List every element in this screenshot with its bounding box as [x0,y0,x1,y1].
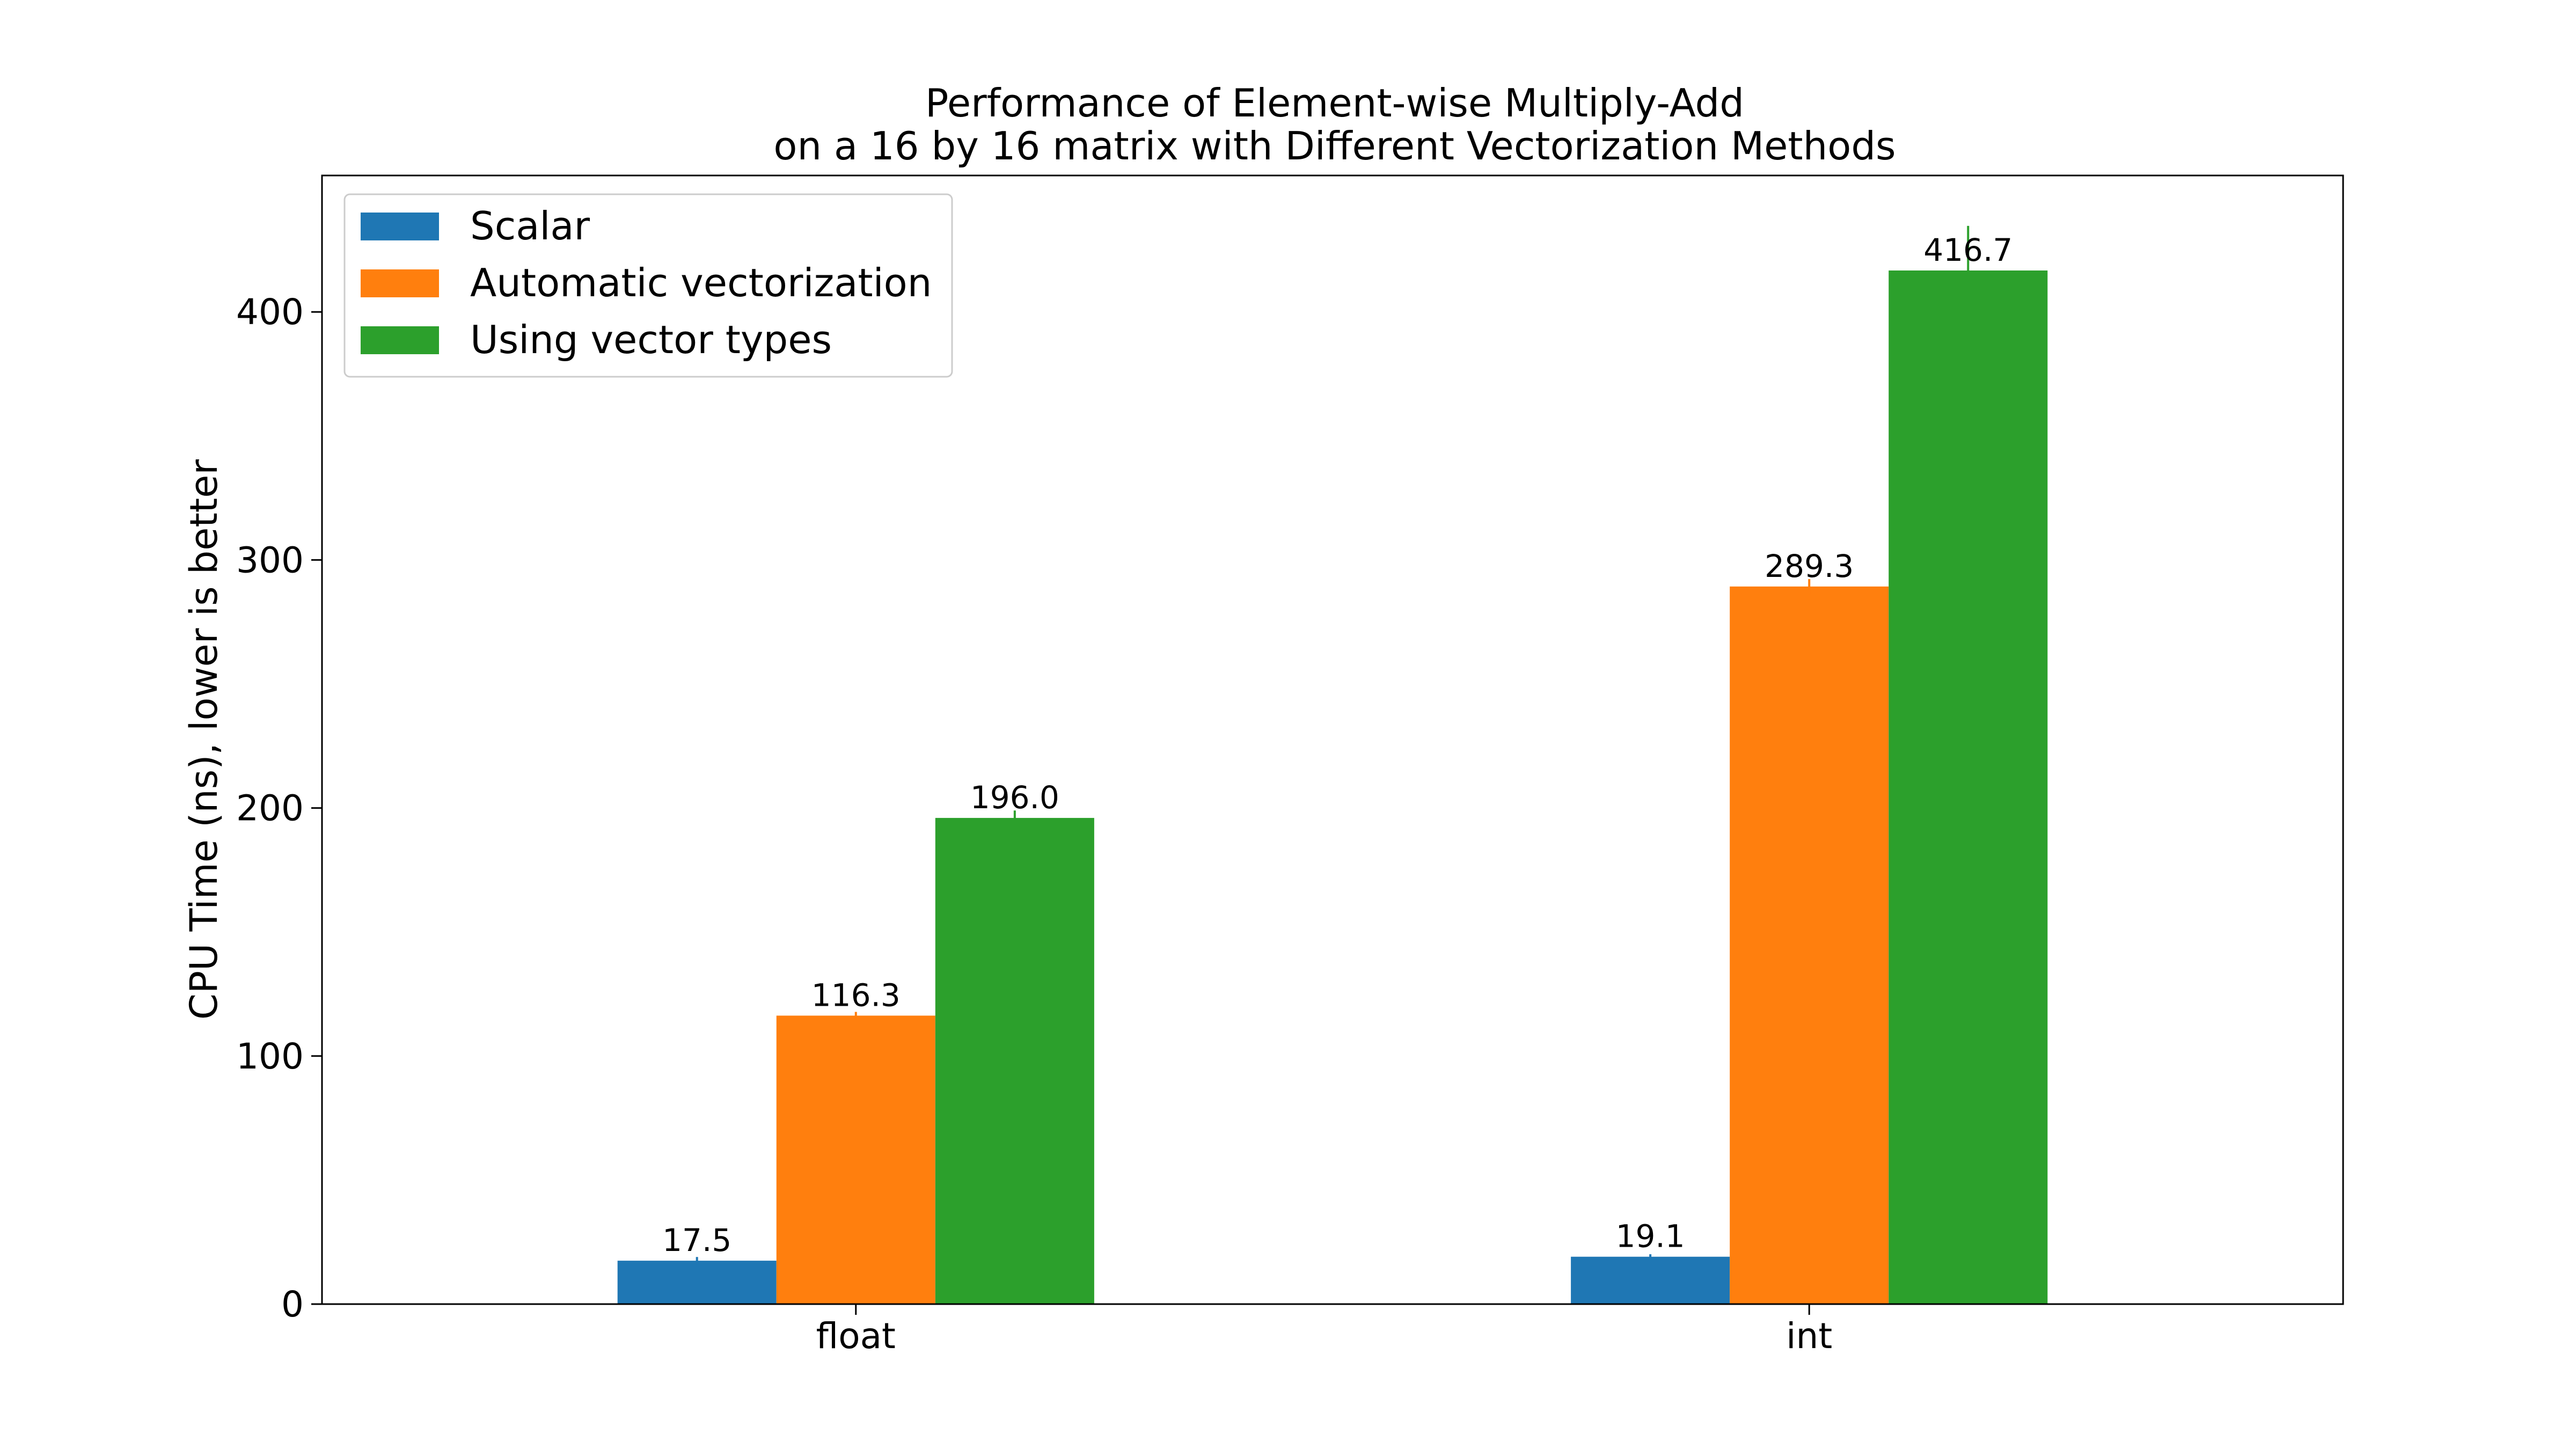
bar-using-vector-types-int [1889,270,2048,1305]
legend-swatch-scalar [361,213,439,240]
error-bars-layer [696,225,1970,1265]
y-tick-label-400: 400 [236,291,304,333]
plot-area-frame [321,174,2344,1305]
chart-subtitle: on a 16 by 16 matrix with Different Vect… [773,123,1896,169]
bar-label-automatic-vectorization-int: 289.3 [1765,548,1854,584]
bar-label-using-vector-types-int: 416.7 [1923,232,2012,268]
y-tick-label-300: 300 [236,539,304,581]
legend-frame [343,193,953,378]
x-axis: float int [816,1304,1832,1357]
bar-automatic-vectorization-float [776,1015,935,1304]
bar-label-automatic-vectorization-float: 116.3 [811,977,901,1013]
y-tick-label-0: 0 [281,1284,304,1325]
legend-swatch-automatic-vectorization [361,269,439,297]
y-tick-label-100: 100 [236,1036,304,1077]
bar-using-vector-types-float [935,818,1094,1304]
bar-labels-layer: 17.5 116.3 196.0 19.1 289.3 416.7 [662,232,2012,1258]
bar-automatic-vectorization-int [1730,586,1889,1304]
bar-label-scalar-int: 19.1 [1616,1218,1685,1255]
legend-swatch-using-vector-types [361,326,439,354]
x-tick-label-int: int [1786,1315,1832,1357]
bar-label-using-vector-types-float: 196.0 [970,779,1059,816]
bar-label-scalar-float: 17.5 [662,1222,731,1258]
legend-label-automatic-vectorization: Automatic vectorization [470,260,932,305]
y-axis-label: CPU Time (ns), lower is better [182,459,226,1020]
chart-title: Performance of Element-wise Multiply-Add [925,80,1744,126]
y-axis: 0 100 200 300 400 [236,291,322,1325]
legend-label-using-vector-types: Using vector types [470,317,832,362]
legend-label-scalar: Scalar [470,203,590,248]
x-tick-label-float: float [816,1315,896,1357]
bar-scalar-int [1571,1256,1730,1304]
legend: Scalar Automatic vectorization Using vec… [343,193,953,378]
bar-scalar-float [617,1261,777,1304]
y-tick-label-200: 200 [236,788,304,829]
bars-layer [617,270,2048,1305]
